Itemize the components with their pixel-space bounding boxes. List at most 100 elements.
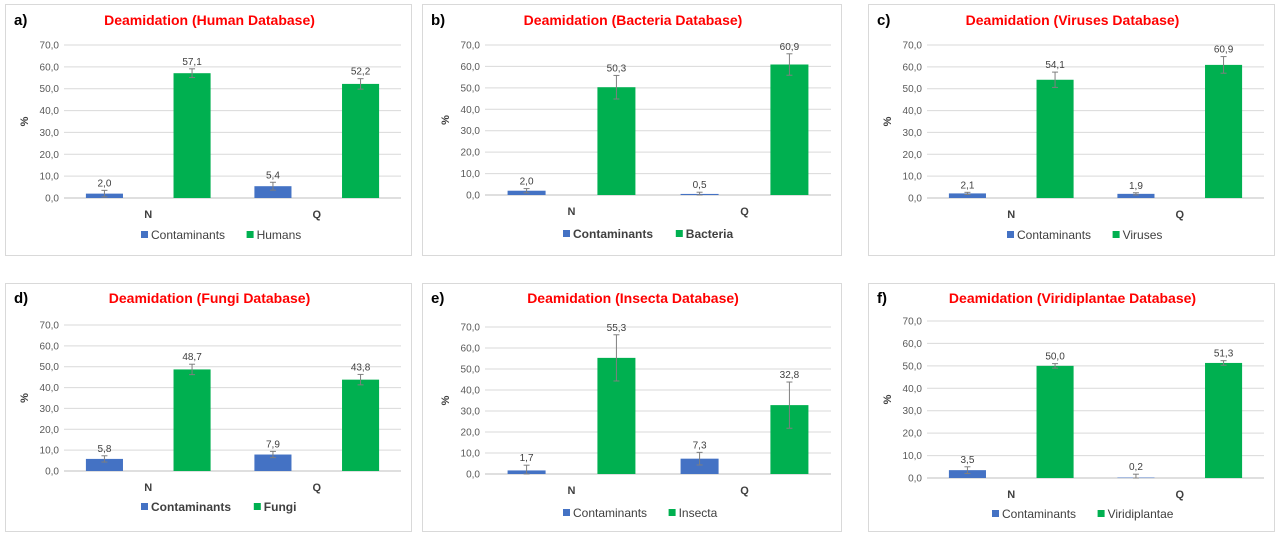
chart-svg: a) Deamidation (Human Database) 0,0 10,0 20,… (14, 12, 401, 242)
y-tick-label: 50,0 (461, 365, 481, 376)
y-tick-label: 40,0 (40, 106, 60, 117)
legend-swatch (1112, 231, 1120, 238)
y-axis-label: % (440, 395, 452, 405)
data-label: 50,3 (607, 63, 627, 74)
legend-swatch (1007, 231, 1014, 238)
chart-title: Deamidation (Viruses Database) (966, 12, 1180, 28)
data-label: 60,9 (1214, 45, 1234, 56)
data-label: 52,2 (351, 67, 371, 78)
y-axis-label: % (882, 116, 894, 126)
bar (1117, 193, 1155, 198)
x-category-label: N (568, 485, 576, 497)
legend-swatch (1097, 510, 1105, 517)
y-tick-label: 10,0 (903, 451, 923, 462)
y-tick-label: 50,0 (40, 84, 60, 95)
y-tick-label: 60,0 (461, 344, 481, 355)
data-label: 54,1 (1045, 60, 1065, 71)
data-label: 1,7 (520, 453, 534, 464)
legend-label: Contaminants (573, 506, 647, 520)
panel-letter: f) (877, 290, 887, 307)
y-axis-label: % (19, 116, 31, 126)
y-tick-label: 0,0 (45, 194, 59, 205)
y-axis-label: % (19, 393, 31, 403)
legend-swatch (141, 231, 148, 238)
bar (85, 458, 123, 471)
y-tick-label: 30,0 (40, 128, 60, 139)
panel-letter: a) (14, 12, 27, 29)
y-tick-label: 40,0 (903, 384, 923, 395)
legend-swatch (253, 503, 261, 510)
y-tick-label: 50,0 (461, 83, 481, 94)
data-label: 3,5 (960, 455, 974, 466)
y-tick-label: 30,0 (903, 406, 923, 417)
y-tick-label: 0,0 (45, 467, 59, 478)
data-label: 48,7 (182, 352, 202, 363)
bar (342, 379, 380, 471)
data-label: 5,4 (266, 170, 280, 181)
bar (254, 454, 292, 471)
bar (948, 470, 986, 478)
data-label: 1,9 (1129, 181, 1143, 192)
data-label: 2,0 (97, 178, 111, 189)
bar (1205, 64, 1243, 198)
y-tick-label: 0,0 (466, 191, 480, 202)
chart-title: Deamidation (Bacteria Database) (524, 12, 743, 28)
legend-swatch (675, 230, 683, 237)
y-tick-label: 70,0 (461, 41, 481, 52)
bar (254, 186, 292, 198)
x-category-label: N (144, 482, 152, 494)
y-tick-label: 20,0 (461, 148, 481, 159)
x-category-label: Q (312, 482, 321, 494)
bar (173, 369, 211, 471)
chart-svg: e) Deamidation (Insecta Database) 0,0 10,0 2… (431, 290, 831, 520)
y-tick-label: 60,0 (903, 62, 923, 73)
y-tick-label: 0,0 (908, 474, 922, 485)
bar (680, 458, 719, 474)
legend-swatch (668, 509, 676, 516)
y-tick-label: 70,0 (40, 41, 60, 52)
data-label: 2,0 (520, 177, 534, 188)
data-label: 0,5 (693, 180, 707, 191)
legend-label: Fungi (264, 500, 297, 514)
y-tick-label: 20,0 (40, 150, 60, 161)
x-category-label: Q (740, 485, 749, 497)
y-tick-label: 60,0 (903, 339, 923, 350)
data-label: 2,1 (960, 180, 974, 191)
y-tick-label: 10,0 (40, 446, 60, 457)
y-tick-label: 40,0 (461, 105, 481, 116)
y-tick-label: 60,0 (40, 341, 60, 352)
y-axis-label: % (440, 115, 452, 125)
legend-label: Contaminants (151, 228, 225, 242)
bar (948, 193, 986, 198)
data-label: 5,8 (97, 444, 111, 455)
data-label: 57,1 (182, 57, 202, 68)
chart-title: Deamidation (Fungi Database) (109, 290, 310, 306)
y-tick-label: 40,0 (461, 386, 481, 397)
legend-label: Contaminants (1002, 507, 1076, 521)
legend-label: Bacteria (686, 227, 734, 241)
chart-panel: b) Deamidation (Bacteria Database) 0,0 10,0… (422, 4, 842, 256)
legend-swatch (563, 509, 570, 516)
bar (1036, 79, 1074, 198)
x-category-label: Q (740, 206, 749, 218)
legend-label: Contaminants (573, 227, 653, 241)
y-tick-label: 20,0 (903, 429, 923, 440)
x-category-label: N (568, 206, 576, 218)
y-axis-label: % (882, 394, 894, 404)
legend-label: Contaminants (1017, 228, 1091, 242)
y-tick-label: 50,0 (903, 84, 923, 95)
legend-swatch (246, 231, 254, 238)
y-tick-label: 20,0 (461, 428, 481, 439)
y-tick-label: 50,0 (903, 361, 923, 372)
legend-label: Contaminants (151, 500, 231, 514)
y-tick-label: 50,0 (40, 362, 60, 373)
bar (1036, 365, 1074, 478)
chart-panel: a) Deamidation (Human Database) 0,0 10,0 20,… (5, 4, 412, 256)
bar (597, 87, 636, 195)
data-label: 32,8 (780, 370, 800, 381)
y-tick-label: 40,0 (40, 383, 60, 394)
y-tick-label: 70,0 (903, 41, 923, 52)
y-tick-label: 10,0 (903, 172, 923, 183)
chart-svg: d) Deamidation (Fungi Database) 0,0 10,0 20,… (14, 290, 401, 514)
bar (770, 64, 809, 195)
